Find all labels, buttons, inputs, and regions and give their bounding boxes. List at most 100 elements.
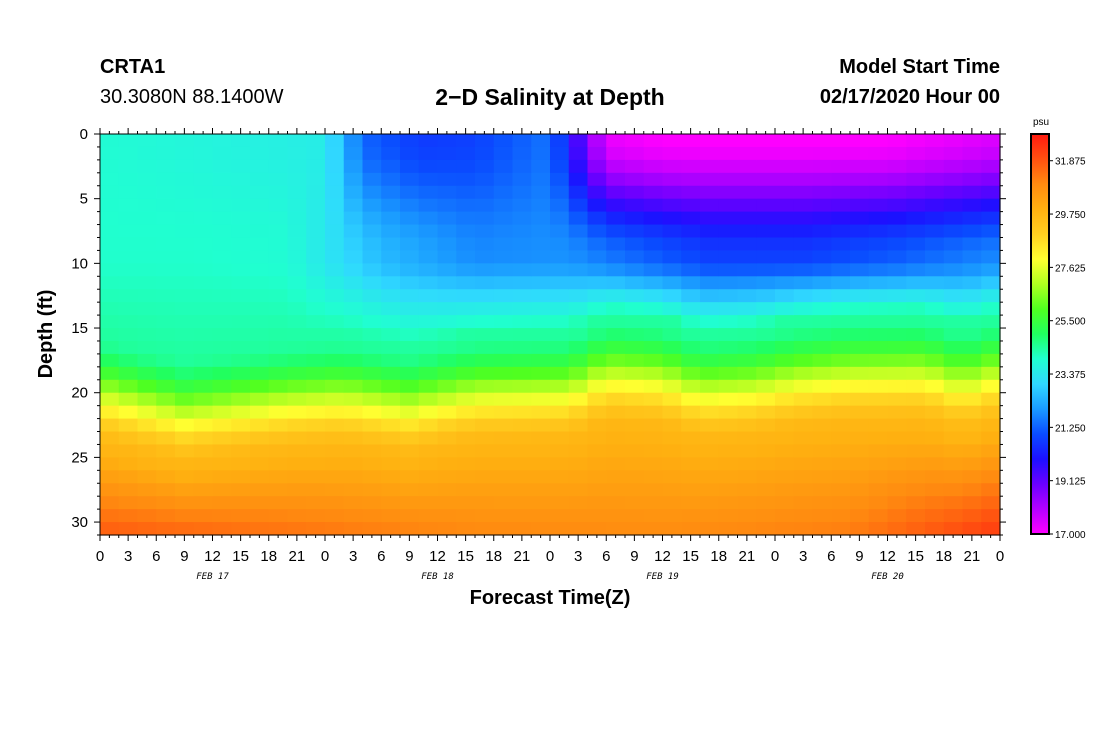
heatmap-cell (831, 134, 851, 148)
x-tick-label: 12 (879, 548, 896, 565)
heatmap-cell (493, 250, 514, 264)
heatmap-cell (718, 224, 739, 239)
heatmap-cell (756, 172, 776, 187)
heatmap-cell (418, 211, 439, 226)
heatmap-cell (193, 263, 214, 277)
heatmap-cell (287, 276, 307, 290)
heatmap-cell (887, 237, 907, 252)
heatmap-cell (850, 496, 870, 510)
heatmap-cell (400, 392, 420, 407)
heatmap-cell (850, 483, 870, 497)
heatmap-cell (943, 289, 964, 303)
heatmap-cell (962, 289, 982, 303)
y-axis-title: Depth (ft) (35, 290, 57, 379)
heatmap-cell (625, 276, 645, 290)
heatmap-cell (906, 185, 926, 200)
heatmap-cell (812, 263, 832, 277)
day-label: FEB 20 (871, 572, 904, 582)
heatmap-cell (493, 405, 514, 420)
heatmap-cell (193, 237, 214, 252)
heatmap-cell (343, 392, 364, 407)
heatmap-cell (550, 431, 570, 446)
heatmap-cell (775, 366, 795, 381)
heatmap-cell (381, 224, 401, 239)
heatmap-cell (100, 522, 120, 536)
heatmap-cell (681, 522, 701, 536)
heatmap-cell (325, 405, 345, 420)
heatmap-cell (212, 237, 232, 252)
heatmap-cell (606, 302, 626, 316)
heatmap-cell (568, 237, 589, 252)
heatmap-cell (418, 483, 439, 497)
heatmap-cell (643, 185, 664, 200)
heatmap-cell (193, 340, 214, 355)
heatmap-cell (512, 444, 532, 458)
heatmap-cell (793, 134, 814, 148)
heatmap-cell (681, 509, 701, 523)
heatmap-cell (793, 146, 814, 161)
heatmap-cell (850, 185, 870, 200)
heatmap-cell (943, 366, 964, 381)
colorbar: 31.87529.75027.62525.50023.37521.25019.1… (1030, 133, 1086, 541)
heatmap-cell (531, 340, 551, 355)
heatmap-cell (118, 237, 139, 252)
heatmap-cell (606, 315, 626, 329)
heatmap-cell (475, 496, 495, 510)
heatmap-cell (756, 302, 776, 316)
heatmap-cell (306, 353, 326, 368)
heatmap-cell (475, 250, 495, 264)
heatmap-cell (175, 509, 195, 523)
heatmap-cell (212, 496, 232, 510)
heatmap-cell (493, 496, 514, 510)
heatmap-cell (512, 483, 532, 497)
heatmap-cell (493, 237, 514, 252)
heatmap-cell (737, 159, 757, 174)
heatmap-cell (531, 134, 551, 148)
heatmap-cell (887, 250, 907, 264)
heatmap-cell (943, 353, 964, 368)
heatmap-cell (362, 250, 382, 264)
heatmap-cell (737, 366, 757, 381)
heatmap-cell (756, 263, 776, 277)
heatmap-cell (212, 224, 232, 239)
heatmap-cell (250, 224, 270, 239)
heatmap-cell (812, 328, 832, 342)
heatmap-cell (325, 418, 345, 433)
heatmap-cell (212, 509, 232, 523)
heatmap-cell (700, 405, 720, 420)
heatmap-cell (962, 444, 982, 458)
heatmap-cell (643, 237, 664, 252)
heatmap-cell (175, 418, 195, 433)
heatmap-cell (831, 328, 851, 342)
heatmap-cell (850, 522, 870, 536)
heatmap-cell (418, 146, 439, 161)
heatmap-cell (400, 185, 420, 200)
heatmap-cell (400, 276, 420, 290)
heatmap-cell (718, 146, 739, 161)
heatmap-cell (850, 470, 870, 484)
heatmap-cell (456, 250, 476, 264)
heatmap-cell (493, 224, 514, 239)
heatmap-cell (550, 457, 570, 471)
heatmap-cell (906, 224, 926, 239)
heatmap-cell (756, 457, 776, 471)
heatmap-cell (250, 172, 270, 187)
heatmap-cell (868, 134, 889, 148)
heatmap-cell (643, 431, 664, 446)
heatmap-cell (250, 185, 270, 200)
heatmap-cell (943, 224, 964, 239)
heatmap-cell (587, 198, 607, 213)
heatmap-cell (568, 366, 589, 381)
heatmap-cell (343, 353, 364, 368)
heatmap-cell (568, 159, 589, 174)
heatmap-cell (287, 224, 307, 239)
heatmap-cell (212, 444, 232, 458)
heatmap-cell (775, 392, 795, 407)
heatmap-cell (381, 418, 401, 433)
heatmap-cell (118, 250, 139, 264)
heatmap-cell (156, 496, 176, 510)
heatmap-cell (118, 457, 139, 471)
heatmap-cell (531, 198, 551, 213)
heatmap-cell (606, 444, 626, 458)
heatmap-cell (250, 379, 270, 394)
